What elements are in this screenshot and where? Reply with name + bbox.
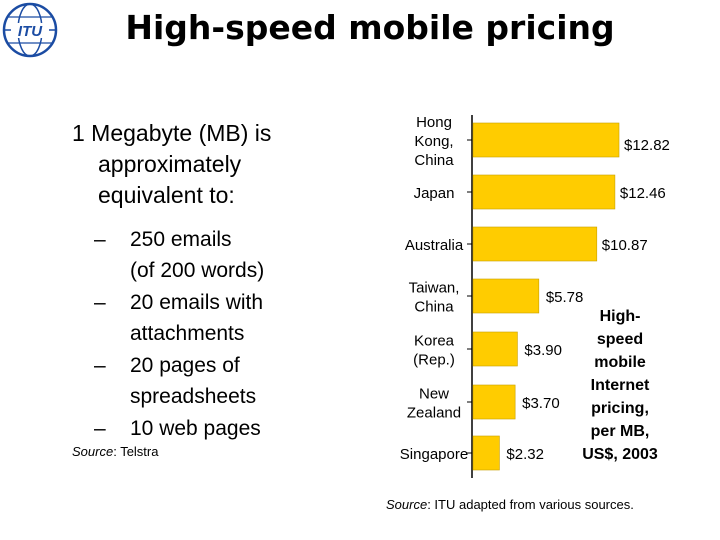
caption-line: speed (596, 331, 644, 348)
category-label: Taiwan, China (409, 280, 460, 316)
value-label: $12.46 (620, 185, 666, 202)
itu-logo: ITU (2, 2, 58, 58)
source-text: : Telstra (113, 444, 159, 459)
bullet-line: 20 emails with (130, 291, 264, 314)
bullet-dash: – (94, 228, 106, 251)
list-item: – 250 emails (of 200 words) (94, 224, 394, 286)
intro-line: approximately (98, 151, 242, 177)
bullet-line: spreadsheets (130, 385, 257, 408)
list-item: – 20 emails with attachments (94, 287, 394, 349)
category-label: Singapore (400, 446, 468, 463)
logo-text: ITU (18, 23, 43, 40)
caption-line: per MB, (590, 423, 650, 440)
intro-text: 1 Megabyte (MB) is approximately equival… (72, 118, 372, 211)
intro-line: equivalent to: (98, 182, 235, 208)
category-label: New Zealand (407, 386, 461, 422)
value-label: $10.87 (602, 237, 648, 254)
bullet-line: 20 pages of (130, 354, 240, 377)
intro-line: 1 Megabyte (MB) is (72, 120, 272, 146)
source-label: Source (386, 497, 428, 512)
bullet-dash: – (94, 354, 106, 377)
bar (472, 331, 518, 367)
bar (472, 122, 620, 158)
bar (472, 435, 500, 471)
value-label: $3.90 (524, 342, 562, 359)
bullet-dash: – (94, 417, 106, 440)
caption-line: mobile (594, 354, 646, 371)
bar (472, 174, 616, 210)
bullet-line: 10 web pages (130, 417, 261, 440)
bullet-dash: – (94, 291, 106, 314)
chart-caption: High- speed mobile Internet pricing, per… (572, 305, 668, 466)
bar (472, 384, 516, 420)
source-text: : ITU adapted from various sources. (427, 497, 634, 512)
bullet-line: 250 emails (130, 228, 232, 251)
caption-line: pricing, (591, 400, 649, 417)
equivalents-list: – 250 emails (of 200 words) – 20 emails … (94, 224, 394, 445)
caption-line: US$, 2003 (582, 446, 658, 463)
bullet-line: (of 200 words) (130, 259, 265, 282)
list-item: – 20 pages of spreadsheets (94, 350, 394, 412)
value-label: $3.70 (522, 395, 560, 412)
bar (472, 226, 598, 262)
source-note-left: Source: Telstra (72, 444, 158, 459)
caption-line: High- (599, 308, 641, 325)
value-label: $12.82 (624, 137, 670, 154)
category-label: Korea (Rep.) (413, 333, 455, 369)
value-label: $5.78 (546, 289, 584, 306)
list-item: – 10 web pages (94, 413, 394, 444)
page-title: High-speed mobile pricing (125, 8, 615, 47)
bar (472, 278, 540, 314)
category-label: Japan (414, 185, 455, 202)
value-label: $2.32 (506, 446, 544, 463)
category-label: Hong Kong, China (414, 114, 454, 169)
bullet-line: attachments (130, 322, 245, 345)
source-label: Source (72, 444, 114, 459)
source-note-right: Source: ITU adapted from various sources… (386, 497, 634, 512)
caption-line: Internet (590, 377, 650, 394)
category-label: Australia (405, 237, 464, 254)
